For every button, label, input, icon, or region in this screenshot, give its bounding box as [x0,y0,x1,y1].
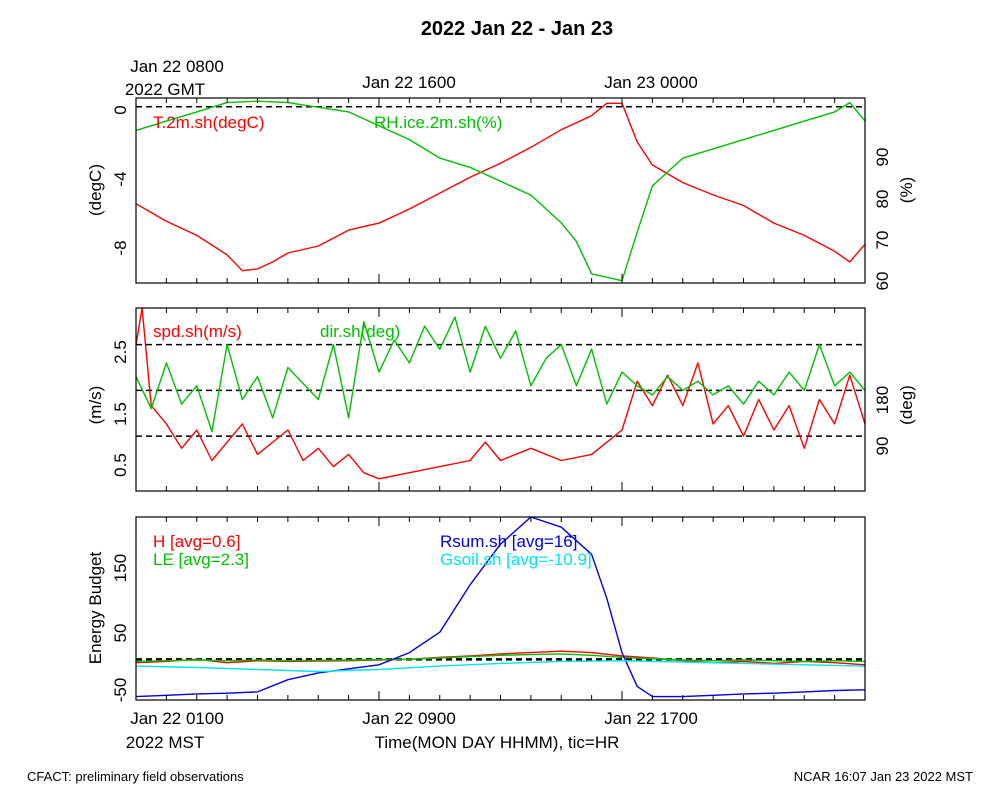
p1-right-axis-label: (%) [897,177,916,203]
legend-h: H [avg=0.6] [153,532,240,551]
p2-left-tick-0: 2.5 [111,340,130,364]
p1-right-tick-1: 80 [873,190,892,209]
p2-right-tick-1: 90 [873,437,892,456]
panel3-series-red-line [135,650,866,666]
legend-wind-direction: dir.sh(deg) [320,322,400,341]
top-gmt-label-2: Jan 22 1600 [362,73,456,92]
panel2-series-red-line [135,307,866,480]
bottom-tick-label-3: Jan 22 1700 [604,709,698,728]
p2-left-axis-label: (m/s) [86,386,105,425]
p3-left-tick-0: 150 [111,554,130,582]
p1-left-tick-1: -4 [111,171,130,186]
panel3-series-green-line [135,653,866,663]
legend-wind-speed: spd.sh(m/s) [153,322,242,341]
panel-energy-budget: 150 50 -50 Energy Budget H [avg=0.6] LE … [86,516,866,752]
bottom-tick-label-1: Jan 22 0100 [130,709,224,728]
footer-left-note: CFACT: preliminary field observations [27,769,244,784]
bottom-year-label: 2022 MST [126,733,204,752]
p2-right-axis-label: (deg) [897,385,916,425]
x-axis-label: Time(MON DAY HHMM), tic=HR [375,733,620,752]
p2-left-tick-1: 1.5 [111,402,130,426]
p3-left-tick-1: 50 [111,624,130,643]
legend-rh-ice: RH.ice.2m.sh(%) [374,113,502,132]
legend-temperature: T.2m.sh(degC) [153,113,264,132]
panel2-series-green-line [135,316,866,433]
footer-right-note: NCAR 16:07 Jan 23 2022 MST [794,769,973,784]
bottom-tick-label-2: Jan 22 0900 [362,709,456,728]
p2-right-tick-0: 180 [873,386,892,414]
p1-right-tick-2: 70 [873,231,892,250]
panel-temperature-humidity: Jan 22 0800 2022 GMT Jan 22 1600 Jan 23 … [86,57,916,290]
top-gmt-year: 2022 GMT [125,80,205,99]
p1-left-axis-label: (degC) [86,164,105,216]
p2-left-tick-2: 0.5 [111,453,130,477]
p1-right-tick-0: 90 [873,148,892,167]
panel3-series-cyan-line [135,660,866,673]
top-gmt-label-1: Jan 22 0800 [130,57,224,76]
p3-left-axis-label: Energy Budget [86,551,105,664]
p1-left-tick-2: -8 [111,240,130,255]
p3-left-tick-2: -50 [111,678,130,703]
p1-right-tick-3: 60 [873,272,892,291]
legend-le: LE [avg=2.3] [153,550,249,569]
panel1-series-green-line [135,100,866,282]
panel-wind: 2.5 1.5 0.5 (m/s) 180 90 (deg) spd.sh(m/… [86,307,916,492]
legend-gsoil: Gsoil.sh [avg=-10.9] [440,550,592,569]
legend-rsum: Rsum.sh [avg=16] [440,532,578,551]
chart-title: 2022 Jan 22 - Jan 23 [421,18,613,40]
top-gmt-label-3: Jan 23 0000 [604,73,698,92]
p1-left-tick-0: 0 [111,105,130,114]
panel1-series-red-line [135,102,866,272]
